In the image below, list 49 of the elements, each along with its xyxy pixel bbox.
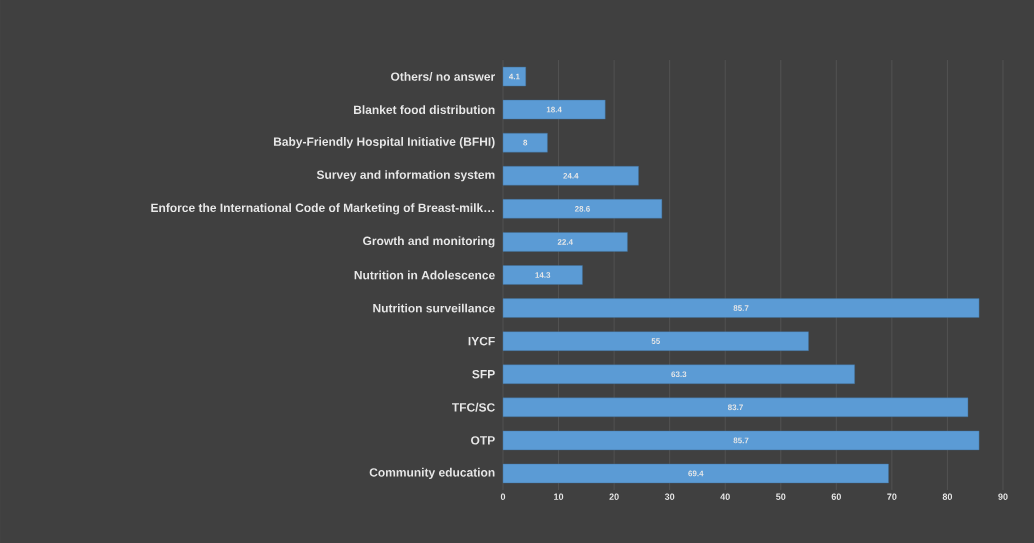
data-label: 85.7 [733, 437, 749, 444]
data-label: 55 [651, 338, 660, 344]
data-label: 24.4 [563, 172, 579, 179]
x-tick-label: 30 [664, 493, 675, 500]
y-tick-label: Survey and information system [316, 170, 495, 182]
bar [502, 99, 606, 120]
x-tick-label: 50 [776, 493, 786, 500]
bar [502, 463, 889, 484]
data-label: 85.7 [733, 305, 749, 311]
y-tick-label: Blanket food distribution [354, 105, 495, 115]
x-tick-label: 90 [998, 493, 1008, 500]
bar [502, 199, 663, 219]
y-tick-label: SFP [472, 369, 495, 379]
x-tick-label: 70 [887, 493, 897, 500]
data-label: 83.7 [727, 404, 743, 411]
bar [502, 397, 969, 417]
y-tick-label: OTP [471, 436, 495, 445]
data-label: 28.6 [574, 206, 590, 212]
data-label: 22.4 [557, 239, 573, 245]
bar [502, 265, 583, 285]
data-label: 63.3 [671, 371, 687, 378]
y-tick-label: Growth and monitoring [363, 236, 495, 248]
data-label: 69.4 [688, 470, 704, 477]
y-tick-label: Baby-Friendly Hospital Initiative (BFHI) [273, 137, 495, 149]
bar [502, 331, 809, 351]
bar [502, 430, 980, 451]
data-label: 4.1 [508, 73, 520, 80]
bar [502, 298, 980, 318]
x-tick-label: 40 [720, 493, 730, 500]
bar [502, 232, 628, 252]
bar [502, 132, 548, 153]
data-label: 18.4 [546, 106, 562, 113]
y-tick-label: TFC/SC [452, 402, 495, 412]
bar [502, 66, 526, 87]
data-label: 8 [523, 139, 528, 146]
x-tick-label: 10 [554, 493, 564, 500]
y-tick-label: Nutrition in Adolescence [354, 270, 495, 280]
y-tick-label: Nutrition surveillance [373, 303, 495, 313]
bar [502, 166, 639, 186]
y-tick-label: IYCF [468, 336, 495, 346]
y-tick-label: Others/ no answer [390, 72, 496, 81]
y-tick-label: Enforce the International Code of Marketing of Breast-milk… [151, 203, 494, 215]
x-tick-label: 80 [942, 493, 953, 500]
data-label: 14.3 [535, 272, 551, 278]
x-tick-label: 0 [500, 493, 506, 500]
bar [502, 364, 855, 384]
y-tick-label: Community education [369, 467, 495, 480]
x-tick-label: 60 [831, 493, 841, 500]
x-tick-label: 20 [609, 493, 619, 500]
